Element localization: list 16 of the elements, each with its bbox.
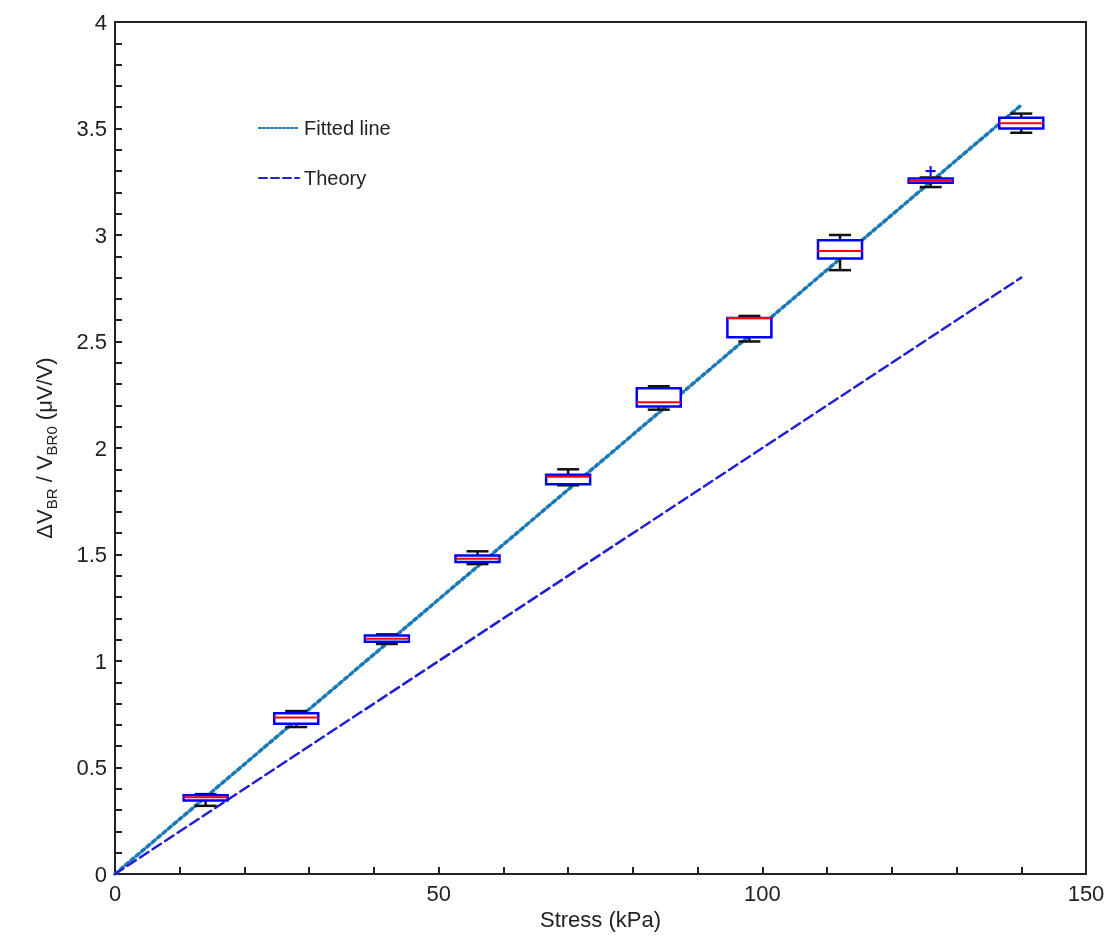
y-tick-label: 3 xyxy=(94,222,107,248)
y-tick-label: 4 xyxy=(94,9,107,35)
y-tick-label: 2.5 xyxy=(76,329,107,354)
x-tick-label: 100 xyxy=(743,880,781,906)
y-tick-label: 0 xyxy=(94,861,107,887)
x-tick-label: 150 xyxy=(1067,880,1105,906)
x-axis-title: Stress (kPa) xyxy=(539,907,662,933)
y-tick-label: 3.5 xyxy=(76,116,107,141)
y-tick-label: 2 xyxy=(94,435,107,461)
legend-label: Theory xyxy=(304,167,367,189)
legend-label: Fitted line xyxy=(304,117,391,139)
y-tick-label: 0.5 xyxy=(76,755,107,780)
y-tick-label: 1.5 xyxy=(76,542,107,567)
x-tick-label: 50 xyxy=(426,880,451,906)
y-tick-label: 1 xyxy=(94,648,107,674)
y-axis-title: ΔVBR / VBR0 (μV/V) xyxy=(31,357,60,539)
